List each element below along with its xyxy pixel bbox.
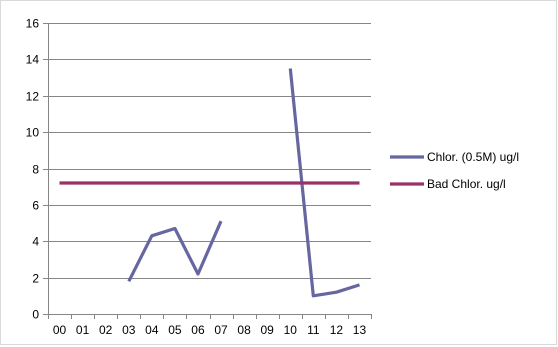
y-tick-label: 10 <box>26 126 40 140</box>
axes <box>48 23 371 315</box>
series-line-1 <box>127 220 223 283</box>
x-tick-label: 02 <box>99 323 113 337</box>
y-tick-label: 12 <box>26 90 40 104</box>
series-lines <box>59 68 360 298</box>
legend-label-1: Chlor. (0.5M) ug/l <box>427 150 519 164</box>
y-tick-label: 14 <box>26 53 40 67</box>
x-tick-label: 07 <box>214 323 228 337</box>
legend-label-2: Bad Chlor. ug/l <box>427 177 506 191</box>
x-tick-label: 08 <box>237 323 251 337</box>
x-tick-label: 11 <box>307 323 320 337</box>
x-tick-label: 05 <box>168 323 182 337</box>
x-tick-label: 06 <box>191 323 205 337</box>
x-tick-label: 03 <box>122 323 136 337</box>
x-tick-label: 12 <box>330 323 344 337</box>
y-tick-label: 2 <box>32 272 39 286</box>
x-tick-label: 00 <box>53 323 67 337</box>
y-axis-ticks: 0 2 4 6 8 10 12 14 16 <box>26 17 48 322</box>
y-tick-label: 6 <box>32 199 39 213</box>
gridlines <box>48 23 371 279</box>
x-tick-label: 10 <box>284 323 298 337</box>
x-axis-ticks: 00 01 02 03 04 05 06 07 08 09 10 11 12 13 <box>48 314 372 337</box>
legend: Chlor. (0.5M) ug/l Bad Chlor. ug/l <box>390 150 519 191</box>
y-tick-label: 0 <box>32 308 39 322</box>
x-tick-label: 04 <box>145 323 159 337</box>
y-tick-label: 16 <box>26 17 40 31</box>
y-tick-label: 8 <box>32 163 39 177</box>
x-tick-label: 01 <box>76 323 90 337</box>
x-tick-label: 13 <box>353 323 367 337</box>
x-tick-label: 09 <box>260 323 274 337</box>
y-tick-label: 4 <box>32 235 39 249</box>
